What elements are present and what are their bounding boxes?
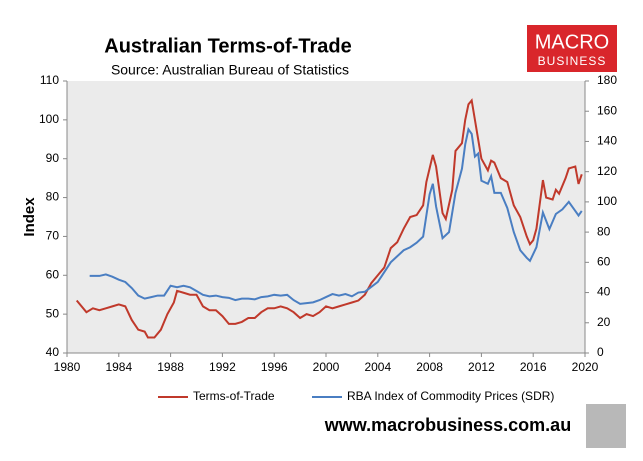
- y2-tick-label: 80: [597, 224, 611, 238]
- x-tick-label: 2020: [572, 360, 599, 374]
- y-tick-label: 60: [46, 267, 60, 281]
- website: www.macrobusiness.com.au: [324, 415, 571, 435]
- y-tick-label: 100: [39, 112, 59, 126]
- x-tick-label: 2004: [364, 360, 391, 374]
- y2-tick-label: 40: [597, 285, 611, 299]
- x-tick-label: 1980: [54, 360, 81, 374]
- y-tick-label: 90: [46, 151, 60, 165]
- x-tick-label: 1996: [261, 360, 288, 374]
- y2-tick-label: 0: [597, 345, 604, 359]
- logo-box: [527, 25, 617, 72]
- y2-tick-label: 60: [597, 255, 611, 269]
- series-line: [89, 126, 583, 305]
- x-tick-label: 2008: [416, 360, 443, 374]
- y-tick-label: 50: [46, 306, 60, 320]
- y2-tick-label: 120: [597, 164, 617, 178]
- x-tick-label: 2000: [313, 360, 340, 374]
- y2-tick-label: 140: [597, 134, 617, 148]
- y2-tick-label: 20: [597, 315, 611, 329]
- y2-tick-label: 160: [597, 103, 617, 117]
- legend-label: Terms-of-Trade: [193, 389, 275, 403]
- x-tick-label: 2016: [520, 360, 547, 374]
- y-tick-label: 80: [46, 190, 60, 204]
- chart-subtitle: Source: Australian Bureau of Statistics: [111, 62, 349, 78]
- chart-title: Australian Terms-of-Trade: [104, 35, 351, 57]
- y2-tick-label: 100: [597, 194, 617, 208]
- y-tick-label: 70: [46, 229, 60, 243]
- y-tick-label: 40: [46, 345, 60, 359]
- x-tick-label: 1988: [157, 360, 184, 374]
- y-tick-label: 110: [40, 73, 59, 87]
- plot-area: [67, 81, 585, 353]
- x-tick-label: 2012: [468, 360, 495, 374]
- logo-text: BUSINESS: [538, 54, 607, 68]
- logo-icon: [586, 404, 626, 448]
- x-tick-label: 1984: [105, 360, 132, 374]
- series-line: [75, 98, 583, 339]
- x-tick-label: 1992: [209, 360, 236, 374]
- legend-label: RBA Index of Commodity Prices (SDR): [347, 389, 554, 403]
- y2-tick-label: 180: [597, 73, 617, 87]
- y-axis-label: Index: [21, 197, 38, 237]
- logo-text: MACRO: [535, 31, 609, 53]
